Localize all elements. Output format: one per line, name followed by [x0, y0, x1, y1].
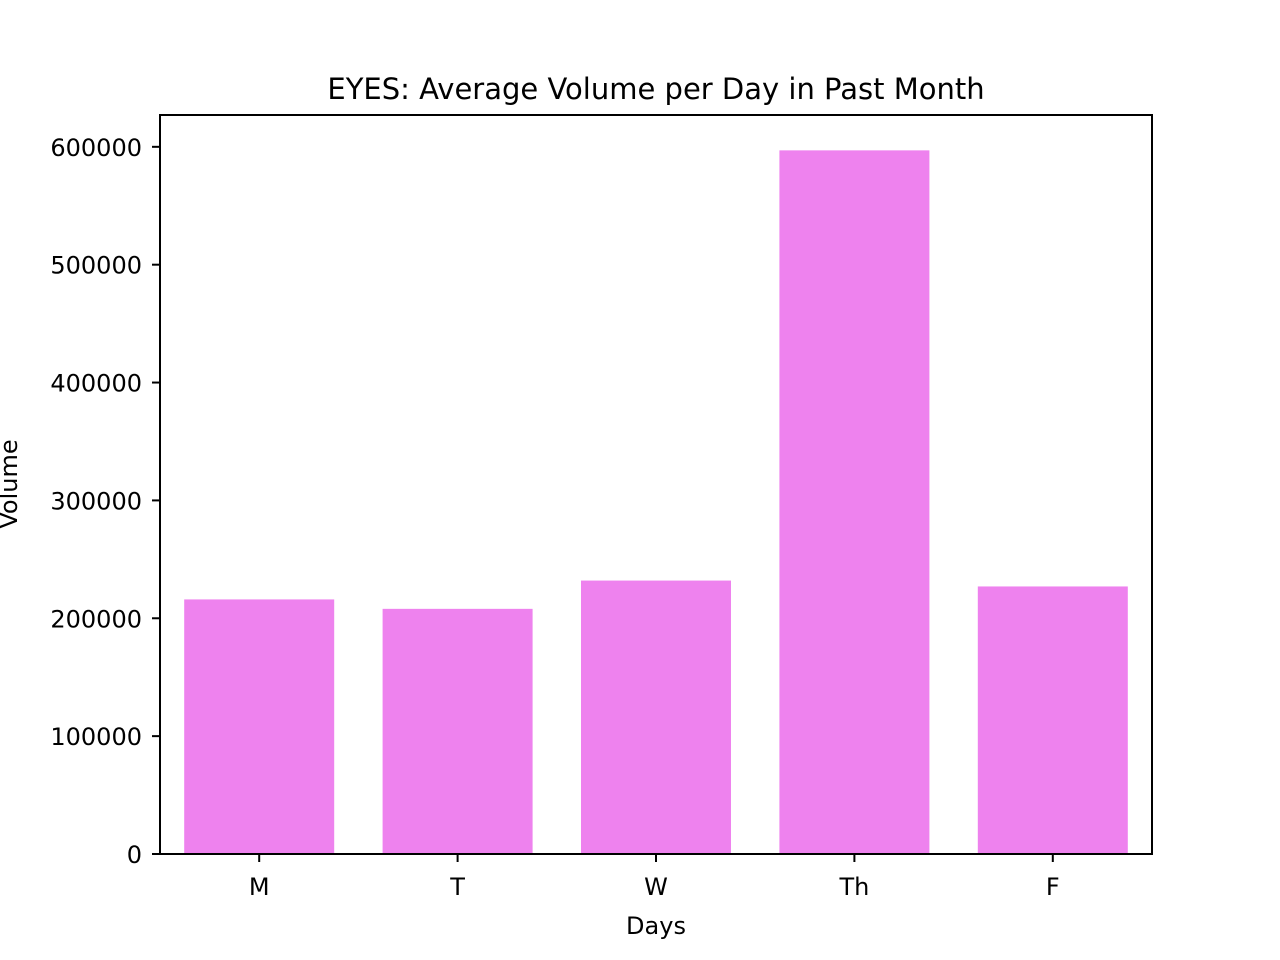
bar-w	[581, 580, 731, 854]
plot-frame	[159, 114, 1153, 855]
bar-m	[184, 599, 335, 854]
x-axis-ticks: M T W Th F	[249, 854, 1060, 901]
y-tick-label: 100000	[50, 723, 142, 751]
x-axis-label: Days	[626, 912, 686, 940]
bar-t	[382, 608, 533, 854]
y-tick-label: 200000	[50, 605, 142, 633]
y-tick-label: 600000	[50, 134, 142, 162]
y-tick-label: 500000	[50, 252, 142, 280]
x-tick-label: F	[1046, 873, 1060, 901]
x-tick-label: W	[644, 873, 668, 901]
x-tick-label: Th	[838, 873, 869, 901]
y-tick-label: 400000	[50, 370, 142, 398]
bar-f	[977, 586, 1128, 854]
y-tick-label: 300000	[50, 487, 142, 515]
bars-group	[184, 150, 1128, 854]
y-axis-label: Volume	[0, 439, 23, 528]
bar-th	[779, 150, 930, 854]
y-axis-ticks: 0 100000 200000 300000 400000 500000 600000	[50, 134, 160, 869]
y-tick-label: 0	[127, 841, 142, 869]
x-tick-label: M	[249, 873, 270, 901]
x-tick-label: T	[449, 873, 465, 901]
chart-title: EYES: Average Volume per Day in Past Mon…	[327, 72, 984, 106]
